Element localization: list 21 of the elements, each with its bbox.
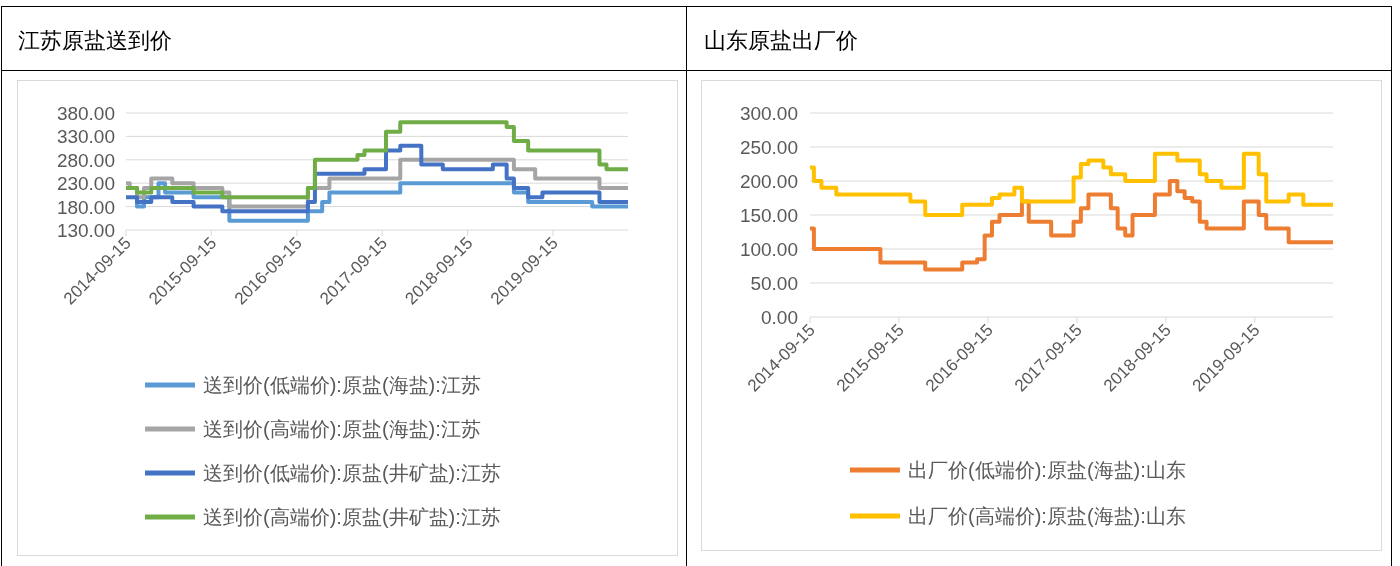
y-tick-label: 200.00: [739, 171, 798, 192]
y-tick-label: 380.00: [56, 103, 115, 124]
legend-label: 送到价(低端价):原盐(海盐):江苏: [203, 374, 481, 396]
y-tick-label: 130.00: [56, 220, 115, 241]
chart-title: 江苏原盐送到价: [18, 28, 172, 53]
legend-label: 送到价(高端价):原盐(海盐):江苏: [203, 418, 481, 440]
legend-label: 送到价(低端价):原盐(井矿盐):江苏: [203, 462, 501, 484]
y-tick-label: 150.00: [739, 205, 798, 226]
chart-title: 山东原盐出厂价: [704, 28, 858, 53]
y-tick-label: 0.00: [761, 307, 798, 328]
legend-label: 出厂价(低端价):原盐(海盐):山东: [908, 459, 1186, 481]
y-tick-label: 100.00: [739, 239, 798, 260]
y-tick-label: 180.00: [56, 196, 115, 218]
legend-label: 送到价(高端价):原盐(井矿盐):江苏: [203, 506, 501, 528]
y-tick-label: 230.00: [56, 173, 115, 195]
y-tick-label: 330.00: [56, 126, 115, 148]
y-tick-label: 50.00: [750, 273, 798, 294]
y-tick-label: 280.00: [56, 149, 115, 171]
legend-label: 出厂价(高端价):原盐(海盐):山东: [908, 505, 1186, 527]
y-tick-label: 250.00: [739, 137, 798, 158]
y-tick-label: 300.00: [739, 103, 798, 124]
